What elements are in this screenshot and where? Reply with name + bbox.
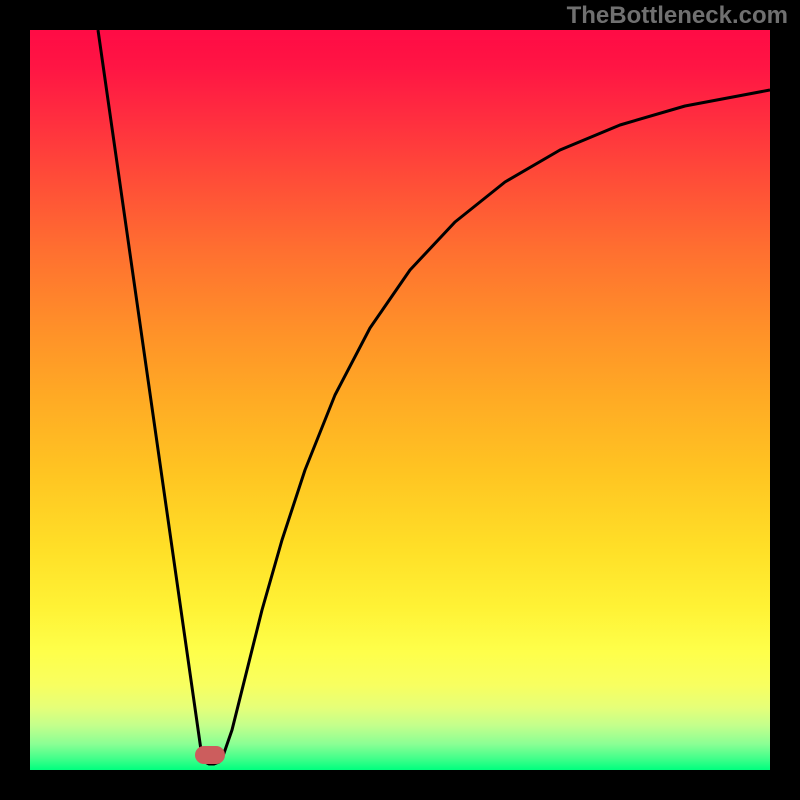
chart-root: TheBottleneck.com — [0, 0, 800, 800]
optimum-marker — [195, 746, 225, 764]
plot-frame — [30, 30, 770, 770]
bottleneck-curve — [30, 30, 770, 770]
attribution-text: TheBottleneck.com — [567, 2, 788, 30]
